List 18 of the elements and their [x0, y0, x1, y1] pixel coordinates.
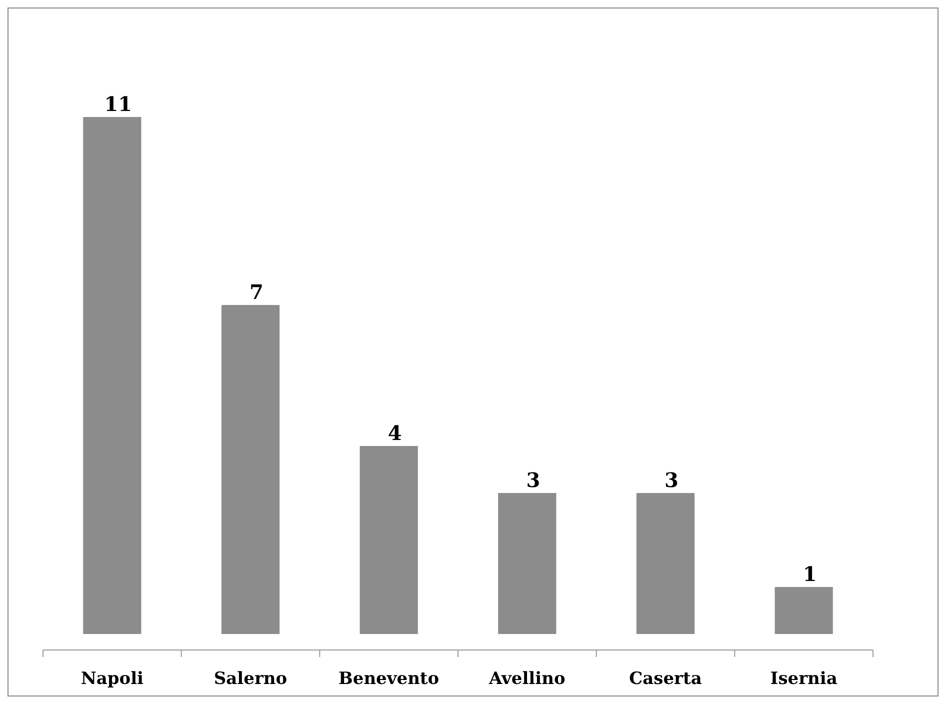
data-label: 3	[526, 468, 540, 492]
data-label: 1	[802, 562, 817, 586]
bar	[498, 493, 556, 634]
x-tick-label: Caserta	[629, 669, 702, 689]
data-label: 11	[104, 92, 132, 116]
data-label: 3	[664, 468, 678, 492]
x-tick-label: Napoli	[80, 669, 144, 689]
bar	[360, 446, 418, 634]
bar	[774, 587, 833, 634]
bar	[221, 305, 280, 634]
x-tick-label: Avellino	[488, 669, 566, 689]
data-label: 4	[388, 421, 402, 445]
data-label: 7	[250, 280, 264, 304]
x-tick-label: Salerno	[214, 669, 288, 689]
bar	[83, 117, 142, 634]
bar	[636, 493, 695, 634]
x-tick-label: Benevento	[338, 669, 440, 689]
x-tick-label: Isernia	[770, 669, 838, 689]
